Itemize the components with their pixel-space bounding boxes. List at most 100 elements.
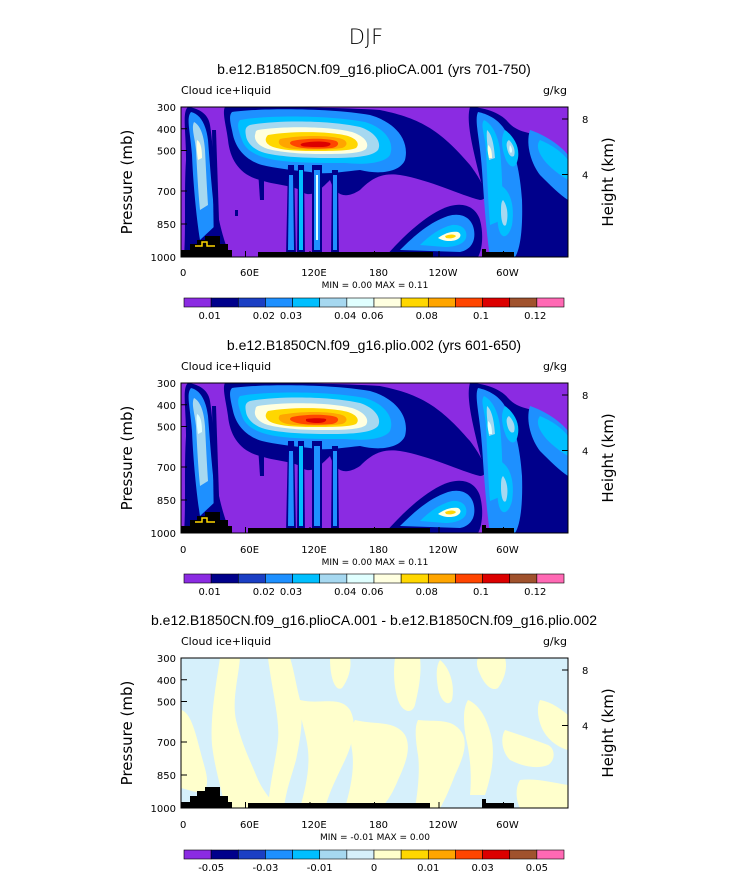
panel-3-axes: 300 400 500 700 850 1000 8 4 0 60E 120E 180 120W 60W P… <box>118 654 617 874</box>
panel-3-colorbar-swatch <box>509 849 538 860</box>
panel-1-colorbar-swatch <box>427 297 456 308</box>
panel-1-xtick-label: 60E <box>240 268 259 279</box>
panel-2-xtick-label: 60W <box>496 545 519 556</box>
panel-2-y2tick-label: 8 <box>582 391 588 402</box>
panel-2-colorbar-label: 0.08 <box>416 587 438 598</box>
panel-3-xtick-label: 120W <box>429 820 458 831</box>
panel-2-colorbar-swatch <box>265 573 293 584</box>
panel-2-y2tick-label: 4 <box>582 447 588 458</box>
panel-1-ytick-label: 850 <box>157 220 176 231</box>
panel-1: b.e12.B1850CN.f09_g16.plioCA.001 (yrs 70… <box>180 61 569 258</box>
panel-1-colorbar-swatch <box>509 297 538 308</box>
panel-2-colorbar-swatch <box>210 573 239 584</box>
panel-1-xtick-label: 0 <box>180 268 186 279</box>
panel-3-ytick-label: 850 <box>157 771 176 782</box>
panel-1-colorbar-label: 0.12 <box>524 311 546 322</box>
panel-3-colorbar-label: 0.01 <box>417 863 439 874</box>
panel-3-colorbar-label: -0.03 <box>252 863 278 874</box>
panel-3-colorbar: -0.05 -0.03 -0.01 0 0.01 0.03 0.05 <box>183 849 565 874</box>
panel-3-colorbar-swatch <box>292 849 321 860</box>
panel-2-title: b.e12.B1850CN.f09_g16.plio.002 (yrs 601-… <box>227 337 521 353</box>
panel-3-y2tick-label: 8 <box>582 666 588 677</box>
panel-3-colorbar-swatch <box>400 849 429 860</box>
panel-1-ylabel: Pressure (mb) <box>118 130 136 235</box>
panel-1-ytick-label: 700 <box>157 187 176 198</box>
panel-2-xtick-label: 60E <box>240 545 259 556</box>
panel-2-colorbar-swatch <box>292 573 321 584</box>
panel-3-colorbar-swatch <box>536 849 565 860</box>
panel-3-title: b.e12.B1850CN.f09_g16.plioCA.001 - b.e12… <box>151 612 597 628</box>
panel-3-colorbar-label: -0.01 <box>307 863 333 874</box>
panel-2-xtick-label: 120E <box>301 545 326 556</box>
panel-2-colorbar-swatch <box>183 573 212 584</box>
panel-1-xtick-label: 120W <box>429 268 458 279</box>
panel-1-variable-label: Cloud ice+liquid <box>181 84 271 97</box>
panel-1-ytick-label: 500 <box>157 147 176 158</box>
panel-3-colorbar-swatch <box>427 849 456 860</box>
panel-1-ytick-label: 1000 <box>151 253 176 264</box>
panel-1-xtick-label: 180 <box>369 268 388 279</box>
panel-3-ytick-label: 700 <box>157 738 176 749</box>
panel-3-xtick-label: 60E <box>240 820 259 831</box>
panel-2-colorbar-swatch <box>427 573 456 584</box>
panel-1-colorbar-swatch <box>292 297 321 308</box>
panel-1-title: b.e12.B1850CN.f09_g16.plioCA.001 (yrs 70… <box>217 61 531 77</box>
panel-2-ytick-label: 300 <box>157 379 176 390</box>
panel-3-xtick-label: 60W <box>496 820 519 831</box>
panel-2-colorbar-label: 0.1 <box>473 587 489 598</box>
panel-1-colorbar-swatch <box>400 297 429 308</box>
panel-2-colorbar-swatch <box>482 573 511 584</box>
panel-3: b.e12.B1850CN.f09_g16.plioCA.001 - b.e12… <box>151 612 597 809</box>
panel-3-colorbar-label: 0 <box>371 863 377 874</box>
panel-1-colorbar-swatch <box>237 297 266 308</box>
panel-1-colorbar-swatch <box>265 297 293 308</box>
panel-2-colorbar-swatch <box>400 573 429 584</box>
panel-3-min-max: MIN = -0.01 MAX = 0.00 <box>320 833 430 843</box>
panel-1-colorbar-label: 0.08 <box>416 311 438 322</box>
panel-2-colorbar: 0.01 0.02 0.03 0.04 0.06 0.08 0.1 0.12 <box>183 573 565 598</box>
panel-2-ytick-label: 500 <box>157 423 176 434</box>
panel-3-colorbar-label: 0.03 <box>471 863 493 874</box>
panel-1-y2tick-label: 8 <box>582 115 588 126</box>
panel-1-colorbar-label: 0.1 <box>473 311 489 322</box>
panel-3-ytick-label: 400 <box>157 676 176 687</box>
panel-2-colorbar-swatch <box>237 573 266 584</box>
panel-2-colorbar-label: 0.03 <box>280 587 302 598</box>
panel-1-ytick-label: 300 <box>157 103 176 114</box>
panel-1-y2tick-label: 4 <box>582 171 588 182</box>
panel-2-colorbar-label: 0.02 <box>253 587 275 598</box>
panel-2-variable-label: Cloud ice+liquid <box>181 360 271 373</box>
panel-3-y2tick-label: 4 <box>582 722 588 733</box>
panel-3-ytick-label: 500 <box>157 698 176 709</box>
panel-2-contour-field <box>181 383 568 533</box>
panel-2-colorbar-swatch <box>346 573 375 584</box>
panel-3-contour-field <box>181 658 568 808</box>
figure-suptitle: DJF <box>349 25 383 49</box>
panel-3-colorbar-swatch <box>210 849 239 860</box>
panel-1-colorbar-swatch <box>455 297 483 308</box>
panel-2-ylabel: Pressure (mb) <box>118 406 136 511</box>
panel-1-colorbar-swatch <box>373 297 402 308</box>
panel-1-colorbar-swatch <box>482 297 511 308</box>
panel-1-colorbar-label: 0.04 <box>334 311 356 322</box>
panel-1-xtick-label: 60W <box>496 268 519 279</box>
panel-1-colorbar: 0.01 0.02 0.03 0.04 0.06 0.08 0.1 0.12 <box>183 297 565 322</box>
panel-3-colorbar-label: 0.05 <box>526 863 548 874</box>
panel-2-colorbar-label: 0.06 <box>361 587 383 598</box>
panel-2-ytick-label: 700 <box>157 463 176 474</box>
panel-2-ytick-label: 400 <box>157 401 176 412</box>
panel-1-colorbar-swatch <box>210 297 239 308</box>
panel-2-colorbar-swatch <box>373 573 402 584</box>
panel-3-colorbar-swatch <box>265 849 293 860</box>
panel-2-ytick-label: 850 <box>157 496 176 507</box>
panel-3-colorbar-swatch <box>346 849 375 860</box>
panel-2-colorbar-swatch <box>319 573 348 584</box>
panel-2-ytick-label: 1000 <box>151 529 176 540</box>
panel-1-colorbar-swatch <box>183 297 212 308</box>
panel-1-colorbar-label: 0.01 <box>198 311 220 322</box>
panel-2-colorbar-swatch <box>536 573 565 584</box>
panel-1-units-label: g/kg <box>543 84 567 97</box>
panel-3-colorbar-swatch <box>183 849 212 860</box>
panel-3-colorbar-swatch <box>482 849 511 860</box>
